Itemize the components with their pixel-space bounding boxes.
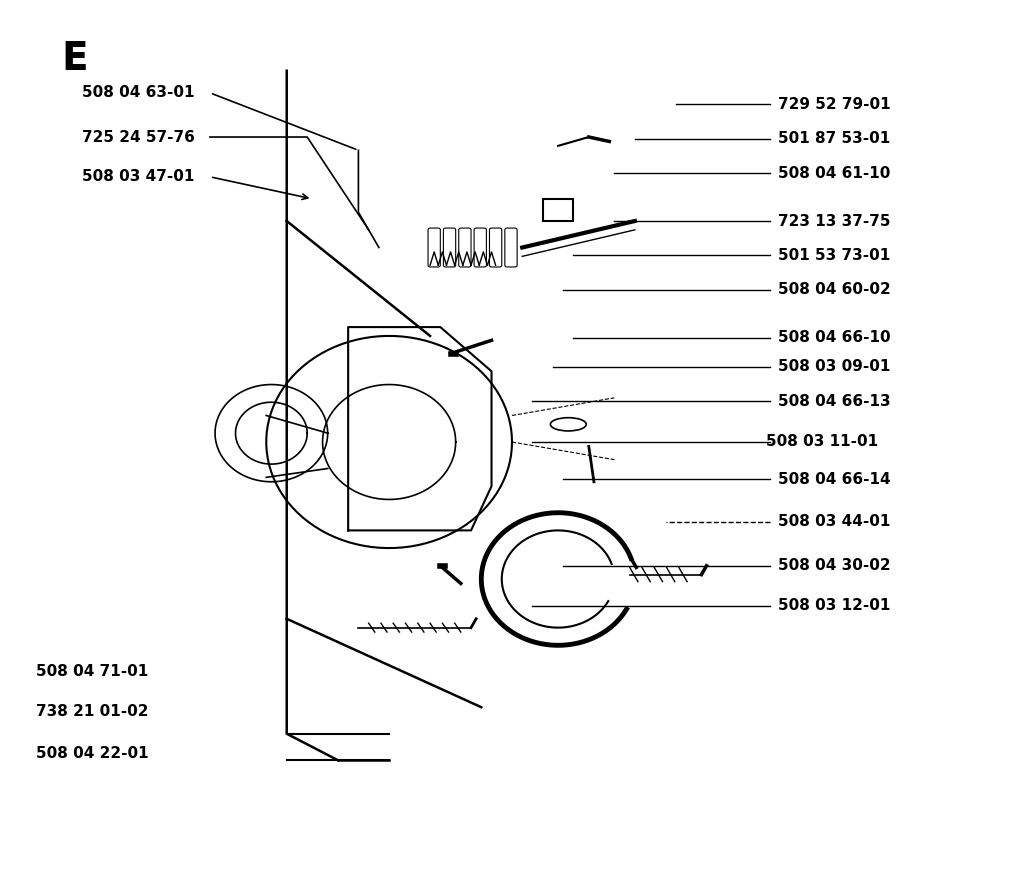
Text: 738 21 01-02: 738 21 01-02 bbox=[36, 705, 148, 719]
FancyBboxPatch shape bbox=[428, 228, 440, 267]
Text: 729 52 79-01: 729 52 79-01 bbox=[778, 97, 891, 111]
Text: 508 03 12-01: 508 03 12-01 bbox=[778, 598, 891, 613]
FancyBboxPatch shape bbox=[459, 228, 471, 267]
FancyBboxPatch shape bbox=[443, 228, 456, 267]
Text: 508 04 66-13: 508 04 66-13 bbox=[778, 394, 891, 408]
Text: 508 04 63-01: 508 04 63-01 bbox=[82, 86, 195, 100]
Text: 508 04 60-02: 508 04 60-02 bbox=[778, 283, 891, 297]
Text: 508 03 09-01: 508 03 09-01 bbox=[778, 360, 891, 374]
Text: 723 13 37-75: 723 13 37-75 bbox=[778, 214, 891, 228]
Text: E: E bbox=[61, 40, 88, 78]
Text: 508 03 44-01: 508 03 44-01 bbox=[778, 514, 891, 529]
FancyBboxPatch shape bbox=[489, 228, 502, 267]
Text: 508 03 11-01: 508 03 11-01 bbox=[766, 435, 878, 449]
FancyBboxPatch shape bbox=[505, 228, 517, 267]
Text: 508 03 47-01: 508 03 47-01 bbox=[82, 170, 195, 184]
Text: 501 53 73-01: 501 53 73-01 bbox=[778, 248, 891, 263]
Text: 508 04 71-01: 508 04 71-01 bbox=[36, 665, 148, 679]
Ellipse shape bbox=[551, 417, 586, 431]
FancyBboxPatch shape bbox=[543, 199, 573, 221]
Text: 508 04 66-14: 508 04 66-14 bbox=[778, 472, 891, 486]
Text: 508 04 66-10: 508 04 66-10 bbox=[778, 331, 891, 345]
Text: 725 24 57-76: 725 24 57-76 bbox=[82, 130, 195, 144]
Text: 508 04 61-10: 508 04 61-10 bbox=[778, 166, 891, 180]
Text: 508 04 22-01: 508 04 22-01 bbox=[36, 746, 148, 760]
Text: 508 04 30-02: 508 04 30-02 bbox=[778, 559, 891, 573]
FancyBboxPatch shape bbox=[474, 228, 486, 267]
Text: 501 87 53-01: 501 87 53-01 bbox=[778, 132, 891, 146]
